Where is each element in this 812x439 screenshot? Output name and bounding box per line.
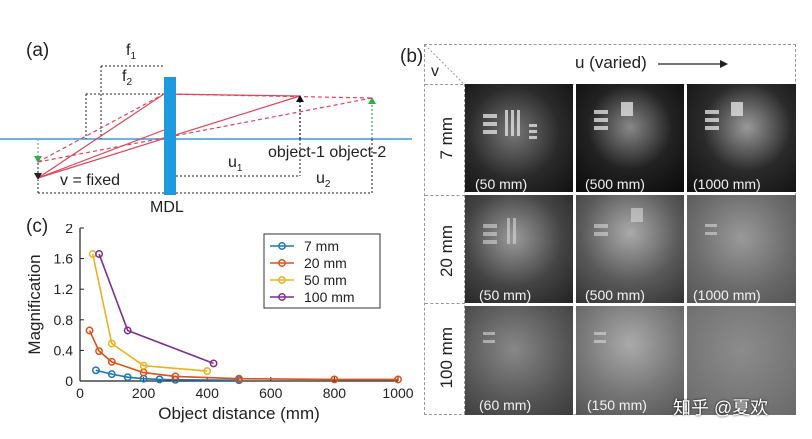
legend-label: 7 mm xyxy=(304,238,339,254)
legend-marker xyxy=(278,293,286,301)
corner-v-label: v xyxy=(431,63,439,80)
image-label-r2c3: (1000 mm) xyxy=(693,287,761,303)
y-tick-label: 0 xyxy=(65,373,73,389)
mdl-label: MDL xyxy=(150,199,184,216)
v-fixed-label: v = fixed xyxy=(60,172,121,189)
legend-marker xyxy=(278,276,286,284)
image-label-r1c3: (1000 mm) xyxy=(693,176,761,192)
series-line-3 xyxy=(98,253,214,365)
row-divider xyxy=(425,195,465,196)
row-label-100mm: 100 mm xyxy=(437,327,456,389)
optics-diagram xyxy=(0,65,412,195)
y-tick-label: 1.6 xyxy=(54,251,74,267)
data-point xyxy=(91,366,100,375)
image-cell-r2c1 xyxy=(465,195,573,303)
test-target-patterns xyxy=(483,102,743,343)
legend-marker xyxy=(278,242,286,250)
row-divider xyxy=(425,303,465,304)
y-tick-label: 0.8 xyxy=(54,312,74,328)
data-point xyxy=(203,367,212,376)
data-point xyxy=(123,373,132,382)
data-point xyxy=(85,326,94,335)
series-line-1 xyxy=(88,330,398,381)
legend-label: 100 mm xyxy=(304,289,355,305)
u-varied-label: u (varied) xyxy=(575,53,647,72)
data-point xyxy=(209,359,218,368)
image-label-r1c1: (50 mm) xyxy=(475,176,528,192)
data-point xyxy=(107,357,116,366)
data-point xyxy=(107,370,116,379)
image-label-r1c2: (500 mm) xyxy=(585,176,645,192)
image-cell-r3c1 xyxy=(465,306,573,415)
x-tick-label: 400 xyxy=(196,385,220,401)
u1-label: u1 xyxy=(228,154,243,174)
legend-marker xyxy=(278,259,286,267)
data-point xyxy=(107,339,116,348)
image-cell-r3c3 xyxy=(687,306,796,415)
x-tick-label: 800 xyxy=(323,385,347,401)
data-point xyxy=(171,372,180,381)
data-point xyxy=(330,375,339,384)
ray-3 xyxy=(37,93,165,163)
data-point xyxy=(139,361,148,370)
image-cells: (50 mm) (500 mm) (1000 mm) (50 mm) (500 … xyxy=(465,84,796,418)
y-axis-label: Magnification xyxy=(25,254,44,354)
image-label-r3c2: (150 mm) xyxy=(587,397,647,413)
image-cell-r1c1 xyxy=(465,84,573,192)
x-tick-label: 0 xyxy=(76,385,84,401)
x-tick-label: 600 xyxy=(259,385,283,401)
image-cell-r3c2 xyxy=(576,306,684,415)
panel-b-label: (b) xyxy=(400,46,424,67)
y-tick-label: 1.2 xyxy=(54,281,74,297)
legend-label: 20 mm xyxy=(304,255,347,271)
panel-a-label: (a) xyxy=(26,40,50,61)
object-labels: object-1 object-2 xyxy=(268,144,387,161)
series-line-2 xyxy=(91,253,208,372)
arrow-right-icon xyxy=(657,59,728,68)
watermark: 知乎 @夏欢 xyxy=(673,398,769,418)
row-label-7mm: 7 mm xyxy=(437,117,456,160)
image-label-r3c1: (60 mm) xyxy=(479,397,532,413)
image-label-r2c1: (50 mm) xyxy=(479,287,532,303)
data-point xyxy=(123,326,132,335)
magnification-chart: 0 200 400 600 800 1000 0 0.4 0.8 1.2 1.6 2 Object di… xyxy=(25,224,414,423)
data-point xyxy=(95,347,104,356)
ray-1 xyxy=(37,93,165,179)
u2-label: u2 xyxy=(316,170,331,190)
image-cell-r2c2 xyxy=(576,195,684,303)
data-point xyxy=(235,374,243,383)
x-tick-label: 1000 xyxy=(382,385,413,401)
panel-c-label: (c) xyxy=(26,216,49,237)
data-point xyxy=(155,375,164,384)
row-label-20mm: 20 mm xyxy=(437,225,456,277)
mdl-lens xyxy=(164,77,176,195)
y-tick-label: 2 xyxy=(65,224,73,236)
data-point xyxy=(394,375,402,384)
y-tick-label: 0.4 xyxy=(54,342,74,358)
legend-label: 50 mm xyxy=(304,272,347,288)
data-point xyxy=(95,250,104,258)
image-label-r2c2: (500 mm) xyxy=(585,287,645,303)
x-tick-label: 200 xyxy=(132,385,156,401)
f1-label: f1 xyxy=(126,42,137,62)
x-axis-label: Object distance (mm) xyxy=(158,404,320,423)
u-varied-header: u (varied) xyxy=(575,53,728,73)
image-cell-r2c3 xyxy=(687,195,796,303)
f2-label: f2 xyxy=(122,68,133,88)
grid-corner-divider xyxy=(425,45,465,85)
